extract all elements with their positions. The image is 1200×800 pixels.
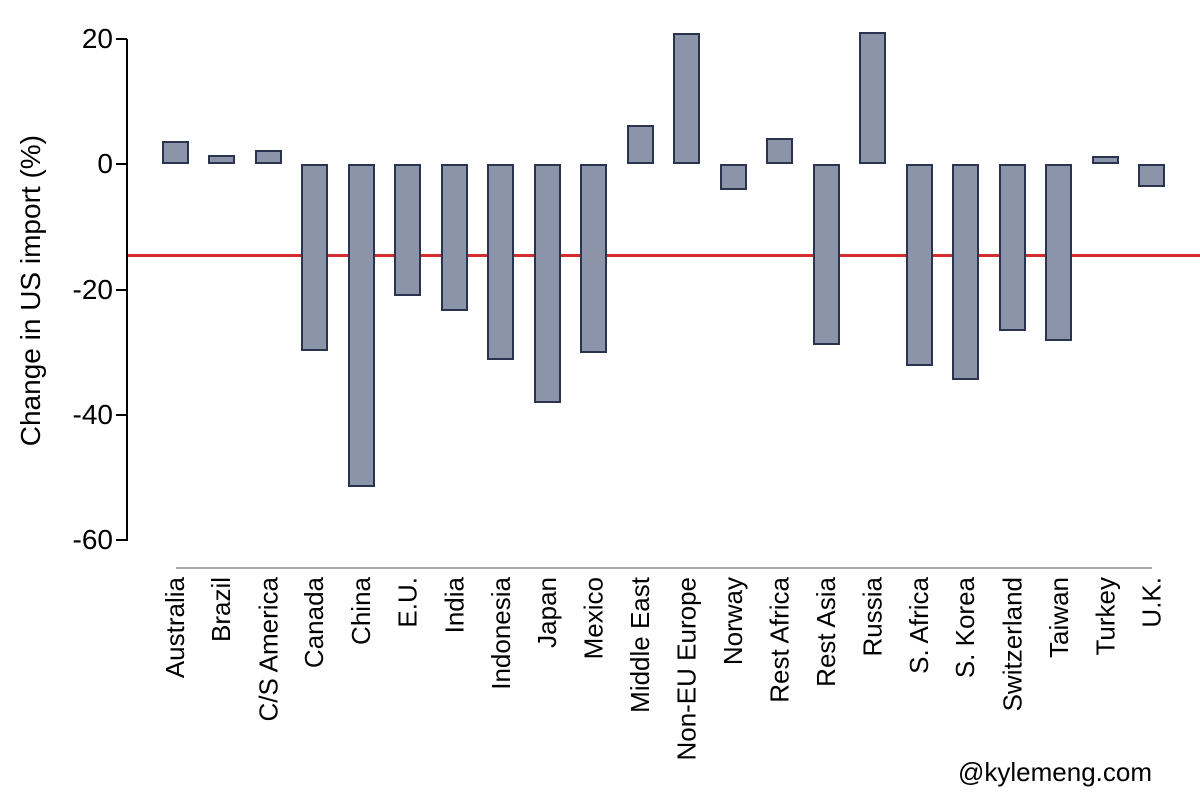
x-axis-label-switzerland: Switzerland [997, 577, 1027, 712]
x-axis-label-middle-east: Middle East [625, 577, 655, 713]
bar-russia [859, 31, 886, 165]
bar-non-eu-europe [673, 32, 700, 165]
bar-turkey [1091, 155, 1119, 165]
bar-india [440, 164, 468, 312]
bar-u-k [1138, 164, 1165, 187]
x-axis-label-indonesia: Indonesia [485, 577, 516, 690]
y-axis-tick-label-0: 0 [97, 148, 113, 180]
x-axis-label-norway: Norway [718, 577, 748, 666]
bar-e-u [394, 164, 421, 296]
x-axis-label-s-africa: S. Africa [904, 577, 934, 674]
y-axis-tick-0 [116, 163, 127, 166]
x-axis-label-mexico: Mexico [578, 577, 609, 660]
x-axis-label-canada: Canada [299, 577, 330, 669]
x-axis-label-india: India [439, 577, 469, 634]
bar-rest-asia [812, 164, 840, 345]
x-axis-label-non-eu-europe: Non-EU Europe [671, 577, 702, 761]
reference-line [128, 254, 1200, 257]
x-axis-label-japan: Japan [532, 577, 562, 648]
x-axis-label-u-k: U.K. [1136, 577, 1167, 628]
x-axis-label-rest-asia: Rest Asia [811, 577, 841, 687]
bar-australia [161, 141, 189, 165]
x-axis-label-brazil: Brazil [206, 577, 237, 643]
bar-c-s-america [254, 149, 282, 165]
bar-indonesia [487, 164, 514, 360]
bar-taiwan [1045, 164, 1072, 341]
y-axis-line [126, 39, 128, 541]
x-axis-label-australia: Australia [160, 577, 190, 679]
x-axis-label-e-u: E.U. [392, 577, 423, 628]
bar-mexico [580, 164, 607, 354]
x-axis-label-china: China [346, 577, 376, 645]
bar-china [347, 164, 375, 487]
y-axis-tick-label--60: -60 [72, 523, 113, 555]
bar-s-korea [952, 164, 979, 380]
y-axis-tick-label--40: -40 [72, 398, 113, 430]
bar-brazil [208, 154, 235, 165]
bar-middle-east [626, 124, 654, 165]
x-axis-label-russia: Russia [857, 577, 888, 657]
y-axis-tick--60 [116, 538, 127, 541]
bar-canada [301, 164, 328, 351]
x-axis-baseline [176, 566, 1152, 569]
y-axis-tick-label-20: 20 [81, 23, 113, 55]
y-axis-tick--20 [116, 288, 127, 291]
x-axis-label-c-s-america: C/S America [253, 577, 283, 722]
y-axis-tick-label--20: -20 [72, 273, 113, 305]
y-axis-tick--40 [116, 413, 127, 416]
y-axis-tick-20 [116, 38, 127, 41]
bar-rest-africa [766, 138, 793, 165]
y-axis-title: Change in US import (%) [15, 134, 46, 446]
x-axis-label-s-korea: S. Korea [950, 577, 981, 679]
x-axis-label-taiwan: Taiwan [1043, 577, 1074, 658]
bar-norway [719, 164, 747, 190]
x-axis-label-rest-africa: Rest Africa [764, 577, 795, 703]
bar-japan [533, 164, 561, 404]
x-axis-label-turkey: Turkey [1090, 577, 1120, 656]
bar-switzerland [998, 164, 1026, 331]
bar-s-africa [905, 164, 933, 367]
watermark: @kylemeng.com [957, 757, 1152, 787]
